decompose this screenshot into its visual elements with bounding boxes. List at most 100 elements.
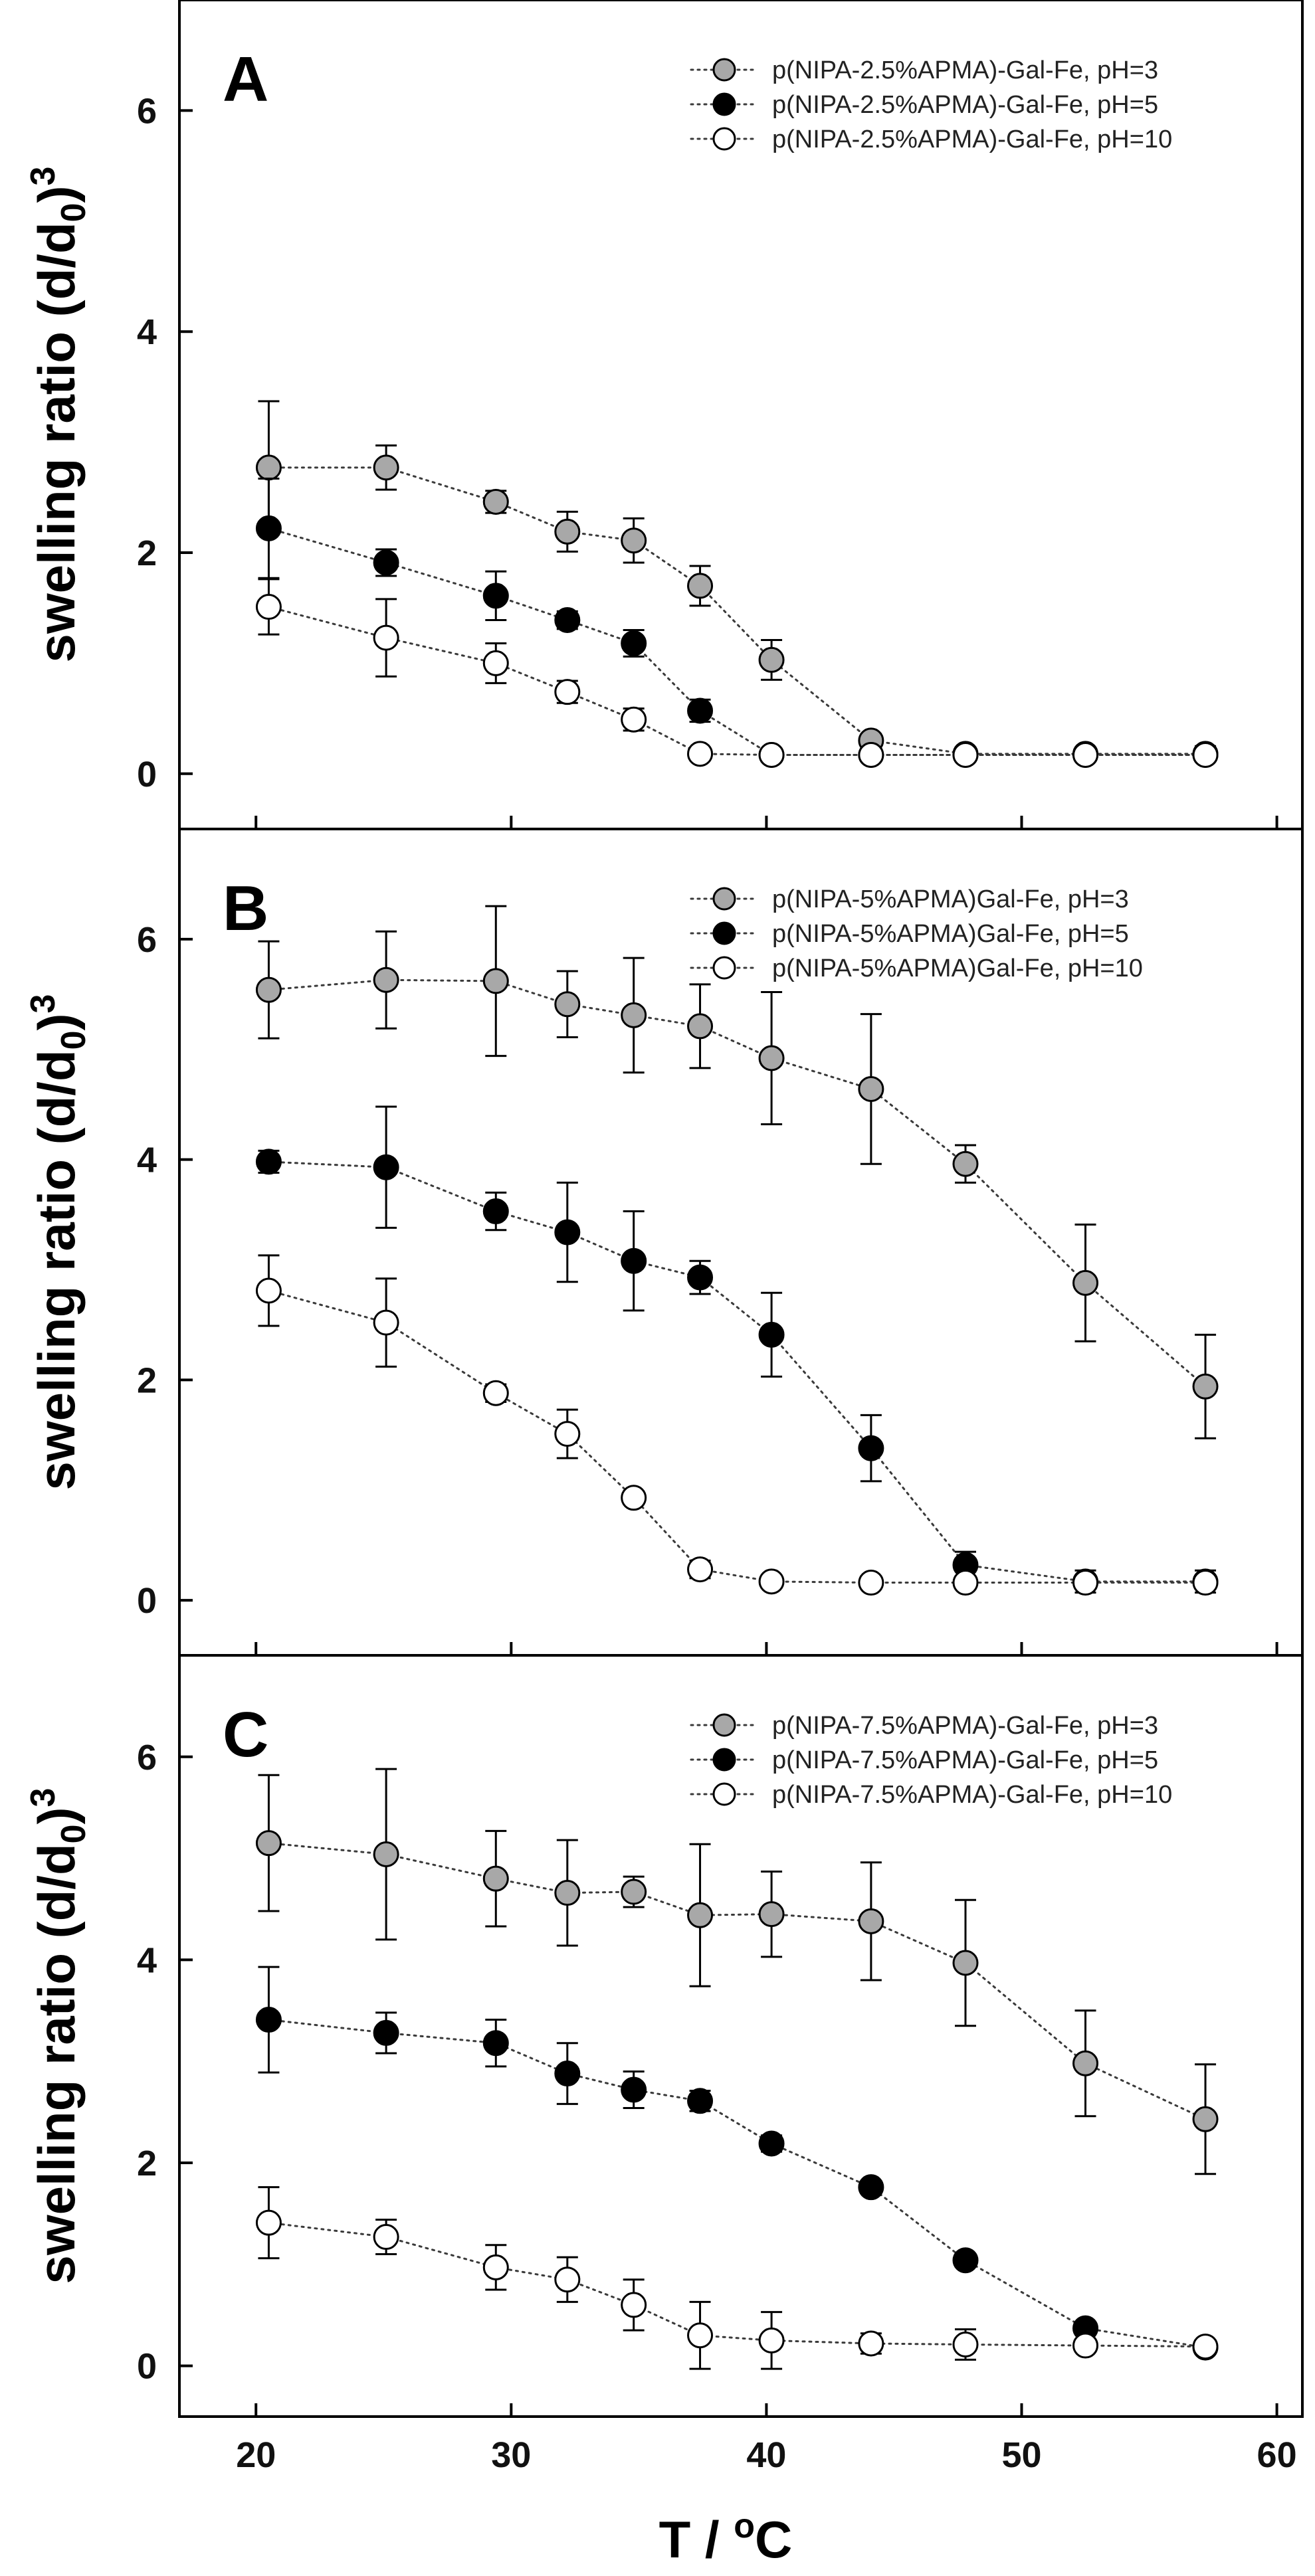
data-point: [554, 607, 581, 634]
data-point: [858, 742, 884, 769]
data-point: [1072, 2332, 1099, 2359]
panel-b-label: B: [223, 873, 268, 944]
data-point: [554, 991, 581, 1018]
data-point: [255, 1830, 282, 1857]
panel-b-series-3: [255, 1254, 1219, 1596]
data-point: [482, 968, 509, 994]
data-point: [255, 2209, 282, 2236]
legend-entry: p(NIPA-2.5%APMA)-Gal-Fe, pH=3: [772, 56, 1158, 84]
panel-a-legend: p(NIPA-2.5%APMA)-Gal-Fe, pH=3 p(NIPA-2.5%…: [690, 56, 1172, 153]
data-point: [373, 2224, 399, 2251]
panel-a-series-3: [255, 578, 1219, 769]
x-axis-title-unit: C: [755, 2510, 792, 2569]
x-axis-title-degree: o: [734, 2507, 755, 2545]
data-point: [687, 573, 714, 599]
data-point: [858, 2330, 884, 2357]
legend-marker: [712, 127, 736, 151]
data-point: [373, 1154, 399, 1180]
series-line: [267, 2221, 1207, 2348]
data-point: [687, 741, 714, 767]
data-point: [621, 2076, 647, 2103]
legend-marker: [712, 1782, 736, 1806]
data-point: [554, 1219, 581, 1245]
series-line: [267, 2019, 1207, 2349]
data-point: [858, 1075, 884, 1102]
data-point: [621, 1002, 647, 1028]
y-title-main: swelling ratio (d/d: [27, 1843, 86, 2284]
legend-entry: p(NIPA-5%APMA)Gal-Fe, pH=3: [772, 885, 1129, 913]
y-title-paren: ): [27, 1013, 86, 1030]
y-title-superscript: 3: [24, 167, 62, 186]
x-tick-label: 20: [236, 2435, 276, 2475]
legend-marker: [712, 887, 736, 911]
data-point: [482, 1380, 509, 1406]
data-point: [687, 2088, 714, 2114]
data-point: [687, 1264, 714, 1291]
data-point: [482, 1198, 509, 1225]
data-point: [858, 1908, 884, 1934]
data-point: [758, 2327, 785, 2353]
legend-entry: p(NIPA-5%APMA)Gal-Fe, pH=10: [772, 955, 1143, 982]
panel-b-y-tick-label: 4: [137, 1141, 157, 1180]
y-title-subscript: 0: [54, 1824, 93, 1843]
series-line: [267, 527, 1207, 757]
panel-c-y-tick-label: 2: [137, 2144, 157, 2183]
legend-entry: p(NIPA-7.5%APMA)-Gal-Fe, pH=3: [772, 1712, 1158, 1740]
panel-c-series-1: [255, 1768, 1219, 2175]
x-tick-label: 30: [491, 2435, 531, 2475]
data-point: [554, 679, 581, 705]
data-point: [482, 2030, 509, 2057]
panel-b-y-axis-title: swelling ratio (d/d0)3: [24, 994, 93, 1491]
panel-a-y-tick-label: 4: [137, 312, 157, 352]
panel-c-y-tick-label: 4: [137, 1940, 157, 1980]
panel-b-series-1: [255, 905, 1219, 1439]
data-point: [621, 630, 647, 656]
data-point: [621, 2292, 647, 2318]
data-point: [1192, 2106, 1219, 2132]
data-point: [1192, 742, 1219, 769]
data-point: [952, 2247, 979, 2274]
legend-entry: p(NIPA-5%APMA)Gal-Fe, pH=5: [772, 920, 1129, 948]
data-point: [255, 1149, 282, 1175]
y-title-superscript: 3: [24, 994, 62, 1014]
y-title-paren: ): [27, 1807, 86, 1824]
data-point: [373, 1841, 399, 1867]
data-point: [621, 1879, 647, 1905]
legend-entry: p(NIPA-2.5%APMA)-Gal-Fe, pH=10: [772, 126, 1172, 153]
data-point: [482, 2254, 509, 2280]
panel-c-series-3: [255, 2186, 1219, 2370]
data-point: [687, 1556, 714, 1583]
panel-c-y-tick-label: 0: [137, 2347, 157, 2387]
legend-marker: [712, 92, 736, 116]
data-point: [758, 742, 785, 769]
data-point: [1072, 2050, 1099, 2076]
y-title-main: swelling ratio (d/d: [27, 222, 86, 662]
legend-marker: [712, 956, 736, 980]
data-point: [952, 2332, 979, 2358]
data-point: [621, 706, 647, 733]
y-title-paren: ): [27, 185, 86, 203]
data-point: [554, 2061, 581, 2087]
x-tick-label: 50: [1001, 2435, 1041, 2475]
panel-c-y-axis-title: swelling ratio (d/d0)3: [24, 1788, 93, 2284]
data-point: [758, 646, 785, 673]
data-point: [482, 488, 509, 515]
data-point: [482, 650, 509, 676]
panel-b-y-tick-label: 2: [137, 1360, 157, 1400]
data-point: [1072, 1570, 1099, 1596]
data-point: [758, 1321, 785, 1348]
data-point: [1192, 1373, 1219, 1400]
panel-b-y-tick-label: 6: [137, 920, 157, 960]
data-point: [1072, 742, 1099, 769]
data-point: [758, 1568, 785, 1595]
data-point: [758, 1045, 785, 1071]
legend-entry: p(NIPA-7.5%APMA)-Gal-Fe, pH=5: [772, 1746, 1158, 1774]
legend-marker: [712, 1748, 736, 1772]
data-point: [1072, 1269, 1099, 1296]
data-point: [621, 527, 647, 554]
data-point: [858, 1570, 884, 1596]
